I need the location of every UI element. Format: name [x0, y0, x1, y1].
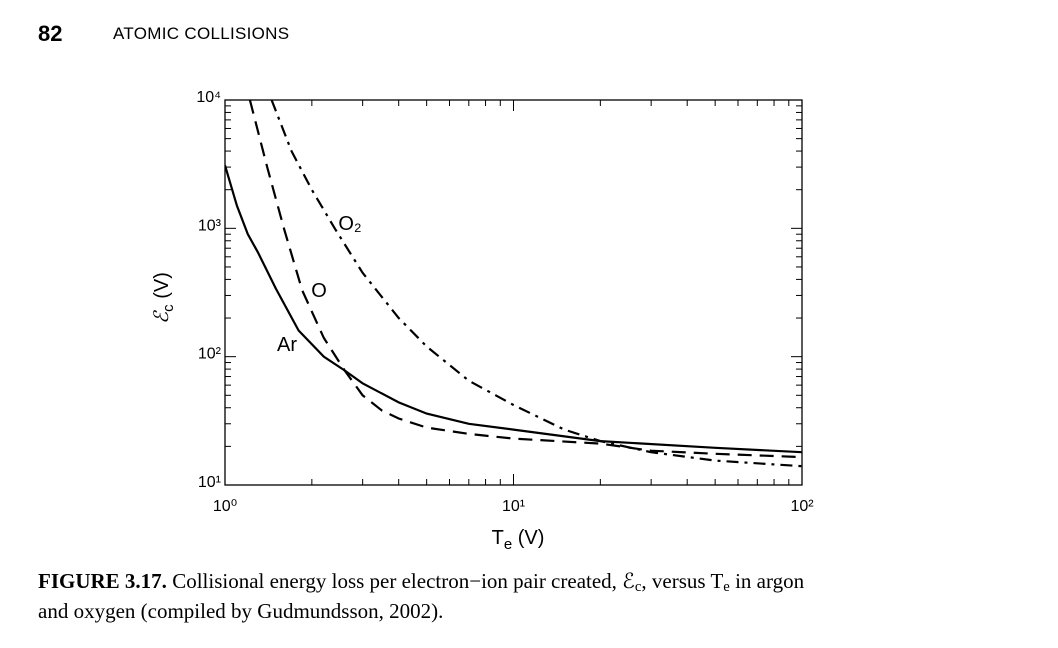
data-line	[248, 100, 802, 459]
series-label: O	[311, 280, 327, 302]
series-label: O₂	[338, 213, 361, 235]
x-label-sub: e	[504, 536, 512, 553]
y-tick-label: 10²	[198, 346, 222, 363]
caption-text: , versus T	[641, 569, 724, 593]
y-tick-label: 10¹	[198, 474, 221, 491]
running-title: ATOMIC COLLISIONS	[113, 24, 290, 43]
caption-label: FIGURE 3.17.	[38, 569, 167, 593]
y-axis-label: ℰc (V)	[151, 272, 177, 324]
data-line	[270, 100, 802, 468]
x-tick-label: 10¹	[502, 498, 525, 515]
x-label-unit: (V)	[518, 527, 545, 549]
y-label-symbol: ℰ	[151, 310, 173, 324]
y-tick-label: 10⁴	[196, 89, 221, 106]
x-label-symbol: T	[492, 527, 504, 549]
caption-sub: c	[634, 579, 642, 595]
data-line	[225, 164, 802, 454]
caption-text: Collisional energy loss per electron−ion…	[172, 569, 635, 593]
caption-sub: e	[723, 579, 730, 595]
plot-lines	[225, 100, 802, 468]
caption-text: in argon	[729, 569, 805, 593]
page-number: 82	[38, 21, 63, 46]
x-tick-label: 10⁰	[213, 498, 237, 515]
chart: Te (V) ℰc (V) 10⁰ 10¹ 10² 10¹ 10² 10³ 10⁴ Ar O O₂	[151, 89, 814, 553]
y-tick-label: 10³	[198, 217, 222, 234]
x-axis-label: Te (V)	[492, 527, 545, 553]
figure-caption: FIGURE 3.17. Collisional energy loss per…	[38, 566, 1038, 626]
caption-text: and oxygen (compiled by Gudmundsson, 200…	[38, 599, 444, 623]
y-label-unit: (V)	[151, 272, 173, 299]
y-label-sub: c	[160, 304, 177, 312]
x-tick-label: 10²	[790, 498, 814, 515]
series-label: Ar	[277, 334, 297, 356]
